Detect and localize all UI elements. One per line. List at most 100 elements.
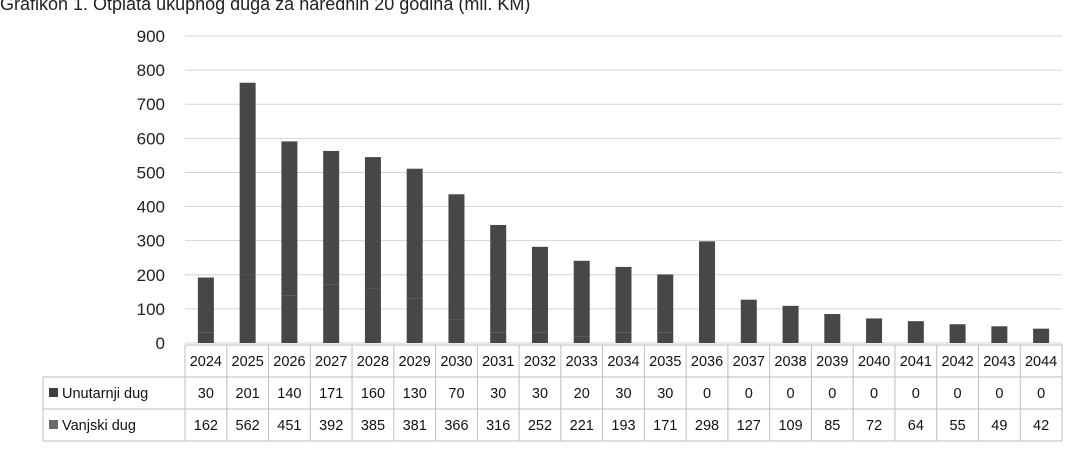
x-category-label: 2031 [482, 354, 514, 370]
bar-unutarnji-2024 [197, 332, 214, 343]
x-category-label: 2043 [983, 354, 1015, 370]
x-category-label: 2039 [816, 354, 848, 370]
x-category-label: 2025 [232, 354, 264, 370]
bar-vanjski-2029 [406, 168, 423, 299]
data-label: 127 [737, 418, 761, 434]
x-category-label: 2042 [941, 354, 973, 370]
data-label: 49 [991, 418, 1007, 434]
bar-unutarnji-2031 [490, 332, 507, 343]
data-label: 0 [1037, 386, 1045, 402]
bar-unutarnji-2032 [531, 332, 548, 343]
data-label: 20 [574, 386, 590, 402]
bar-vanjski-2036 [699, 241, 716, 343]
data-label: 0 [703, 386, 711, 402]
bar-vanjski-2026 [281, 141, 298, 296]
data-label: 0 [912, 386, 920, 402]
x-category-label: 2030 [440, 354, 472, 370]
x-category-label: 2026 [273, 354, 305, 370]
data-label: 562 [236, 418, 260, 434]
bar-vanjski-2028 [364, 157, 381, 289]
data-label: 70 [448, 386, 464, 402]
bar-unutarnji-2027 [323, 284, 340, 343]
data-label: 171 [653, 418, 677, 434]
data-label: 171 [319, 386, 343, 402]
y-tick-label: 600 [137, 129, 165, 148]
bar-vanjski-2035 [657, 274, 674, 333]
x-category-label: 2041 [900, 354, 932, 370]
bar-vanjski-2044 [1033, 328, 1050, 343]
data-label: 298 [695, 418, 719, 434]
bar-vanjski-2030 [448, 194, 465, 320]
data-label: 0 [954, 386, 962, 402]
x-category-label: 2033 [566, 354, 598, 370]
data-label: 0 [745, 386, 753, 402]
data-label: 130 [403, 386, 427, 402]
bar-unutarnji-2025 [239, 274, 256, 343]
data-label: 64 [908, 418, 924, 434]
bar-unutarnji-2026 [281, 295, 298, 343]
data-label: 201 [236, 386, 260, 402]
data-label: 385 [361, 418, 385, 434]
bar-vanjski-2024 [197, 277, 214, 333]
bars [197, 82, 1050, 343]
bar-unutarnji-2030 [448, 319, 465, 343]
y-tick-label: 0 [156, 334, 165, 353]
data-label: 72 [866, 418, 882, 434]
bar-vanjski-2043 [991, 326, 1008, 343]
data-label: 221 [570, 418, 594, 434]
data-label: 366 [444, 418, 468, 434]
data-label: 30 [615, 386, 631, 402]
bar-vanjski-2040 [866, 318, 883, 343]
x-category-label: 2032 [524, 354, 556, 370]
data-label: 252 [528, 418, 552, 434]
bar-vanjski-2025 [239, 82, 256, 275]
y-tick-label: 900 [137, 27, 165, 46]
bar-vanjski-2042 [949, 324, 966, 343]
x-category-label: 2029 [399, 354, 431, 370]
bar-unutarnji-2033 [573, 336, 590, 343]
legend-marker [49, 420, 58, 429]
data-label: 0 [787, 386, 795, 402]
bar-unutarnji-2029 [406, 298, 423, 343]
data-label: 30 [490, 386, 506, 402]
x-category-label: 2036 [691, 354, 723, 370]
y-tick-label: 200 [137, 266, 165, 285]
data-label: 30 [657, 386, 673, 402]
data-label: 0 [828, 386, 836, 402]
data-label: 42 [1033, 418, 1049, 434]
data-label: 30 [532, 386, 548, 402]
data-label: 162 [194, 418, 218, 434]
x-category-label: 2027 [315, 354, 347, 370]
data-label: 109 [778, 418, 802, 434]
legend-label: Unutarnji dug [62, 386, 148, 402]
bar-vanjski-2027 [323, 150, 340, 285]
legend-label: Vanjski dug [62, 418, 136, 434]
data-label: 381 [403, 418, 427, 434]
data-label: 140 [277, 386, 301, 402]
bar-unutarnji-2035 [657, 332, 674, 343]
y-tick-label: 500 [137, 163, 165, 182]
data-label: 392 [319, 418, 343, 434]
y-tick-label: 300 [137, 232, 165, 251]
bar-vanjski-2041 [907, 321, 924, 343]
x-category-label: 2037 [733, 354, 765, 370]
x-category-label: 2040 [858, 354, 890, 370]
x-category-label: 2035 [649, 354, 681, 370]
bar-vanjski-2033 [573, 260, 590, 337]
data-label: 0 [870, 386, 878, 402]
x-category-label: 2024 [190, 354, 222, 370]
y-tick-label: 700 [137, 95, 165, 114]
bar-unutarnji-2034 [615, 332, 632, 343]
bar-vanjski-2032 [531, 246, 548, 333]
y-tick-label: 100 [137, 300, 165, 319]
data-label: 30 [198, 386, 214, 402]
data-label: 316 [486, 418, 510, 434]
data-label: 451 [277, 418, 301, 434]
data-table: 2024 2025 2026 2027 2028 2029 2030 2031 2032 2033… [42, 344, 1063, 442]
data-label: 85 [824, 418, 840, 434]
data-label: 160 [361, 386, 385, 402]
bar-unutarnji-2028 [364, 288, 381, 343]
bar-vanjski-2039 [824, 314, 841, 343]
y-axis-tick-labels: 0 100 200 300 400 500 600 700 800 900 [137, 27, 165, 353]
